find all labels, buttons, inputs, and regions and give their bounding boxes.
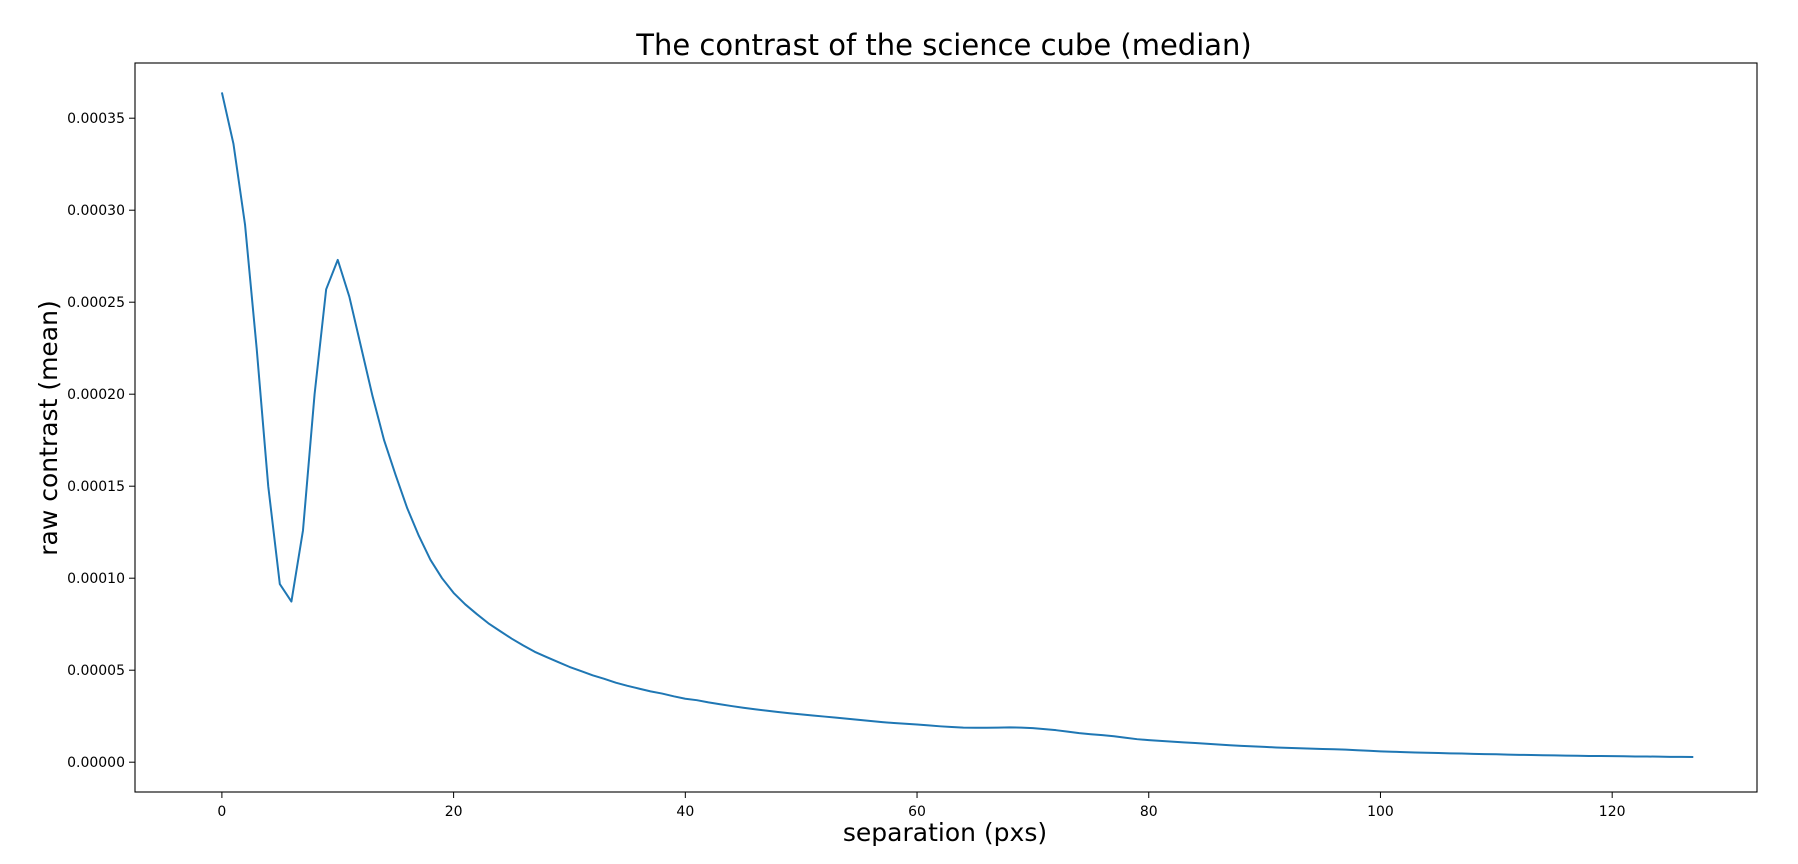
x-axis: 0 20 40 60 80 100 120	[217, 792, 1626, 820]
y-tick-label: 0.00010	[67, 571, 125, 587]
y-tick-label: 0.00020	[67, 387, 125, 403]
y-tick-label: 0.00030	[67, 203, 125, 219]
y-tick-label: 0.00015	[67, 479, 125, 495]
x-tick-label: 40	[676, 804, 694, 820]
y-tick-label: 0.00000	[67, 755, 125, 771]
x-tick-label: 80	[1140, 804, 1158, 820]
x-tick-label: 100	[1367, 804, 1394, 820]
x-axis-label: separation (pxs)	[843, 818, 1047, 847]
plot-area-frame	[134, 62, 1758, 793]
x-tick-label: 20	[445, 804, 463, 820]
y-tick-label: 0.00025	[67, 295, 125, 311]
x-tick-label: 0	[217, 804, 226, 820]
y-tick-label: 0.00005	[67, 663, 125, 679]
series-line-contrast	[220, 92, 1694, 759]
x-tick-label: 60	[908, 804, 926, 820]
y-tick-label: 0.00035	[67, 111, 125, 127]
y-axis: 0.00000 0.00005 0.00010 0.00015 0.00020 0.000…	[67, 111, 135, 771]
y-axis-label: raw contrast (mean)	[34, 300, 63, 555]
chart-title: The contrast of the science cube (median…	[635, 28, 1251, 62]
x-tick-label: 120	[1599, 804, 1626, 820]
